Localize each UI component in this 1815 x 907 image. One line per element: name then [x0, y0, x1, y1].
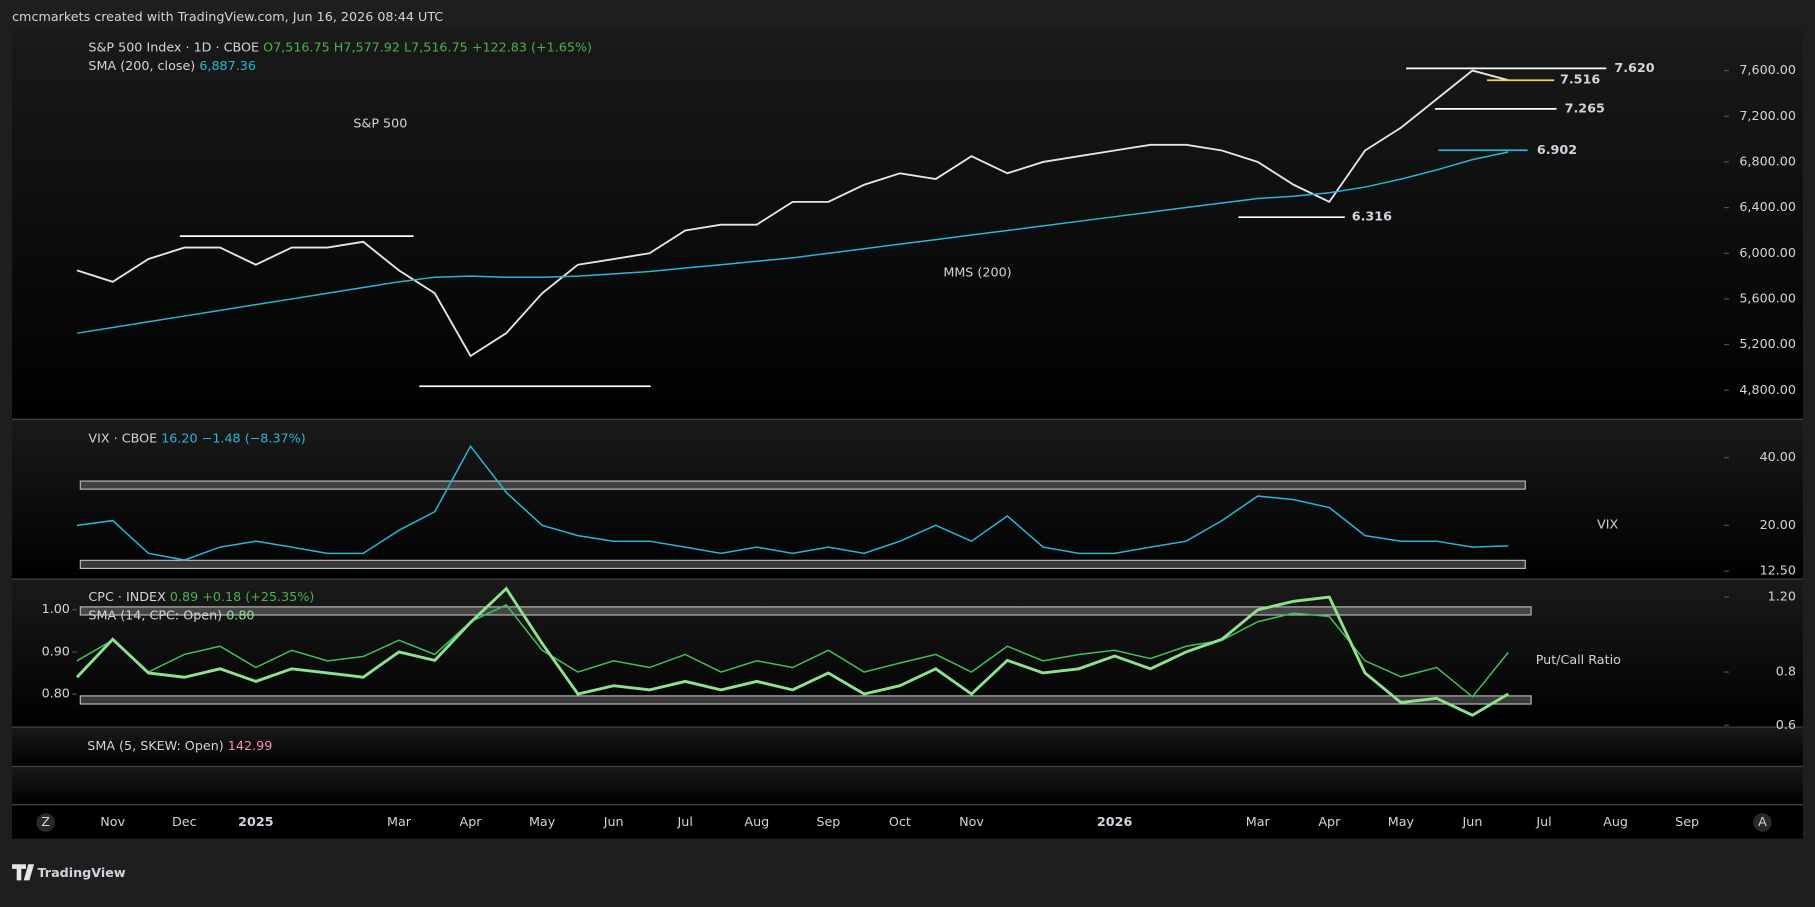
axis-button-label[interactable]: Z: [41, 814, 50, 829]
axis-button[interactable]: [1753, 813, 1772, 832]
x-tick-label: Oct: [889, 814, 911, 829]
legend-part: +0.18 (+25.35%): [202, 588, 314, 603]
y2-tick-label: 0.90: [42, 643, 70, 658]
panel-borders: [12, 418, 1803, 806]
legend: SMA (14, CPC: Open) 0.80: [88, 607, 254, 622]
series-line: [76, 444, 1509, 561]
annotation: Put/Call Ratio: [1536, 652, 1621, 667]
y-tick-label: 4,800.00: [1739, 382, 1796, 397]
legend-part: S&P 500 Index · 1D · CBOE: [88, 39, 259, 54]
legend-part: 6,887.36: [199, 57, 256, 72]
series-line: [75, 586, 1510, 717]
legend-part: SMA (200, close): [88, 57, 195, 72]
legend-part: O7,516.75 H7,577.92 L7,516.75: [263, 39, 468, 54]
header: cmcmarkets created with TradingView.com,…: [12, 9, 443, 24]
y-tick-label: 7,200.00: [1739, 108, 1796, 123]
y-tick-label: 7,600.00: [1739, 62, 1796, 77]
y-tick-label: 0.8: [1776, 664, 1796, 679]
panel-main: [12, 30, 1803, 419]
legend-part: SMA (14, CPC: Open): [88, 607, 222, 622]
logo: TradingView: [38, 865, 126, 880]
y-tick-label: 5,200.00: [1739, 336, 1796, 351]
legend: S&P 500 Index · 1D · CBOE O7,516.75 H7,5…: [88, 39, 592, 54]
y-tick-label: 0.6: [1776, 717, 1796, 732]
y2-tick-label: 0.80: [42, 686, 70, 701]
panel-vix: [12, 419, 1803, 579]
y-tick-label: 6,800.00: [1739, 153, 1796, 168]
legend-part: 16.20: [161, 430, 197, 445]
x-tick-label: Jul: [1535, 814, 1551, 829]
x-tick-label: 2025: [238, 814, 273, 829]
x-tick-label: Jul: [677, 814, 693, 829]
legend-part: 0.89: [170, 588, 198, 603]
legend: CPC · INDEX 0.89 +0.18 (+25.35%): [88, 588, 314, 603]
level-label: 7.516: [1560, 72, 1600, 87]
axis-button-label[interactable]: A: [1758, 814, 1767, 829]
panel-cpc: [12, 579, 1803, 727]
annotation: MMS (200): [943, 265, 1011, 280]
series-line: [76, 69, 1509, 358]
legend: SMA (200, close) 6,887.36: [88, 57, 256, 72]
level-label: 6.316: [1352, 209, 1392, 224]
skew-value: 142.99: [228, 738, 273, 753]
x-tick-label: 2026: [1097, 814, 1133, 829]
legend-part: VIX · CBOE: [88, 430, 157, 445]
level-label: 7.620: [1614, 60, 1654, 75]
series-line: [76, 604, 1509, 698]
x-tick-label: Aug: [1603, 814, 1628, 829]
y-tick-label: 20.00: [1760, 517, 1796, 532]
annotation: VIX: [1597, 517, 1618, 532]
legend-part: −1.48 (−8.37%): [202, 430, 306, 445]
band: [79, 480, 1526, 490]
panel-skew: [12, 727, 1803, 766]
legend-part: 0.80: [226, 607, 254, 622]
y-tick-label: 6,000.00: [1739, 245, 1796, 260]
series-line: [76, 151, 1509, 334]
axis-button[interactable]: [36, 813, 55, 832]
x-tick-label: May: [1388, 814, 1415, 829]
panel-empty: [12, 767, 1803, 805]
x-tick-label: Nov: [959, 814, 984, 829]
x-tick-label: Jun: [603, 814, 624, 829]
x-tick-label: Mar: [387, 814, 412, 829]
x-tick-label: Sep: [816, 814, 840, 829]
y-tick-label: 12.50: [1760, 563, 1796, 578]
x-tick-label: Apr: [1318, 814, 1341, 829]
band: [79, 559, 1526, 570]
level-label: 7.265: [1565, 100, 1605, 115]
legend-part: CPC · INDEX: [88, 588, 166, 603]
y-tick-label: 40.00: [1760, 449, 1796, 464]
x-tick-label: Mar: [1246, 814, 1271, 829]
logo-icon: [12, 864, 35, 881]
y2-tick-label: 1.00: [42, 601, 70, 616]
band: [79, 606, 1532, 616]
y-tick-label: 6,400.00: [1739, 199, 1796, 214]
x-tick-label: Dec: [172, 814, 197, 829]
legend: VIX · CBOE 16.20 −1.48 (−8.37%): [88, 430, 305, 445]
band: [79, 695, 1532, 705]
x-tick-label: Apr: [460, 814, 483, 829]
y-tick-label: 1.20: [1768, 589, 1796, 604]
time-axis: [12, 805, 1803, 839]
legend-part: +122.83 (+1.65%): [472, 39, 592, 54]
x-tick-label: May: [529, 814, 556, 829]
x-tick-label: Jun: [1462, 814, 1483, 829]
skew-name: SMA (5, SKEW: Open): [87, 738, 223, 753]
chart-title: S&P 500: [353, 115, 407, 130]
x-tick-label: Sep: [1675, 814, 1699, 829]
x-tick-label: Nov: [100, 814, 125, 829]
x-tick-label: Aug: [744, 814, 769, 829]
y-tick-label: 5,600.00: [1739, 290, 1796, 305]
level-label: 6.902: [1537, 142, 1577, 157]
skew-legend: SMA (5, SKEW: Open) 142.99: [87, 738, 272, 753]
